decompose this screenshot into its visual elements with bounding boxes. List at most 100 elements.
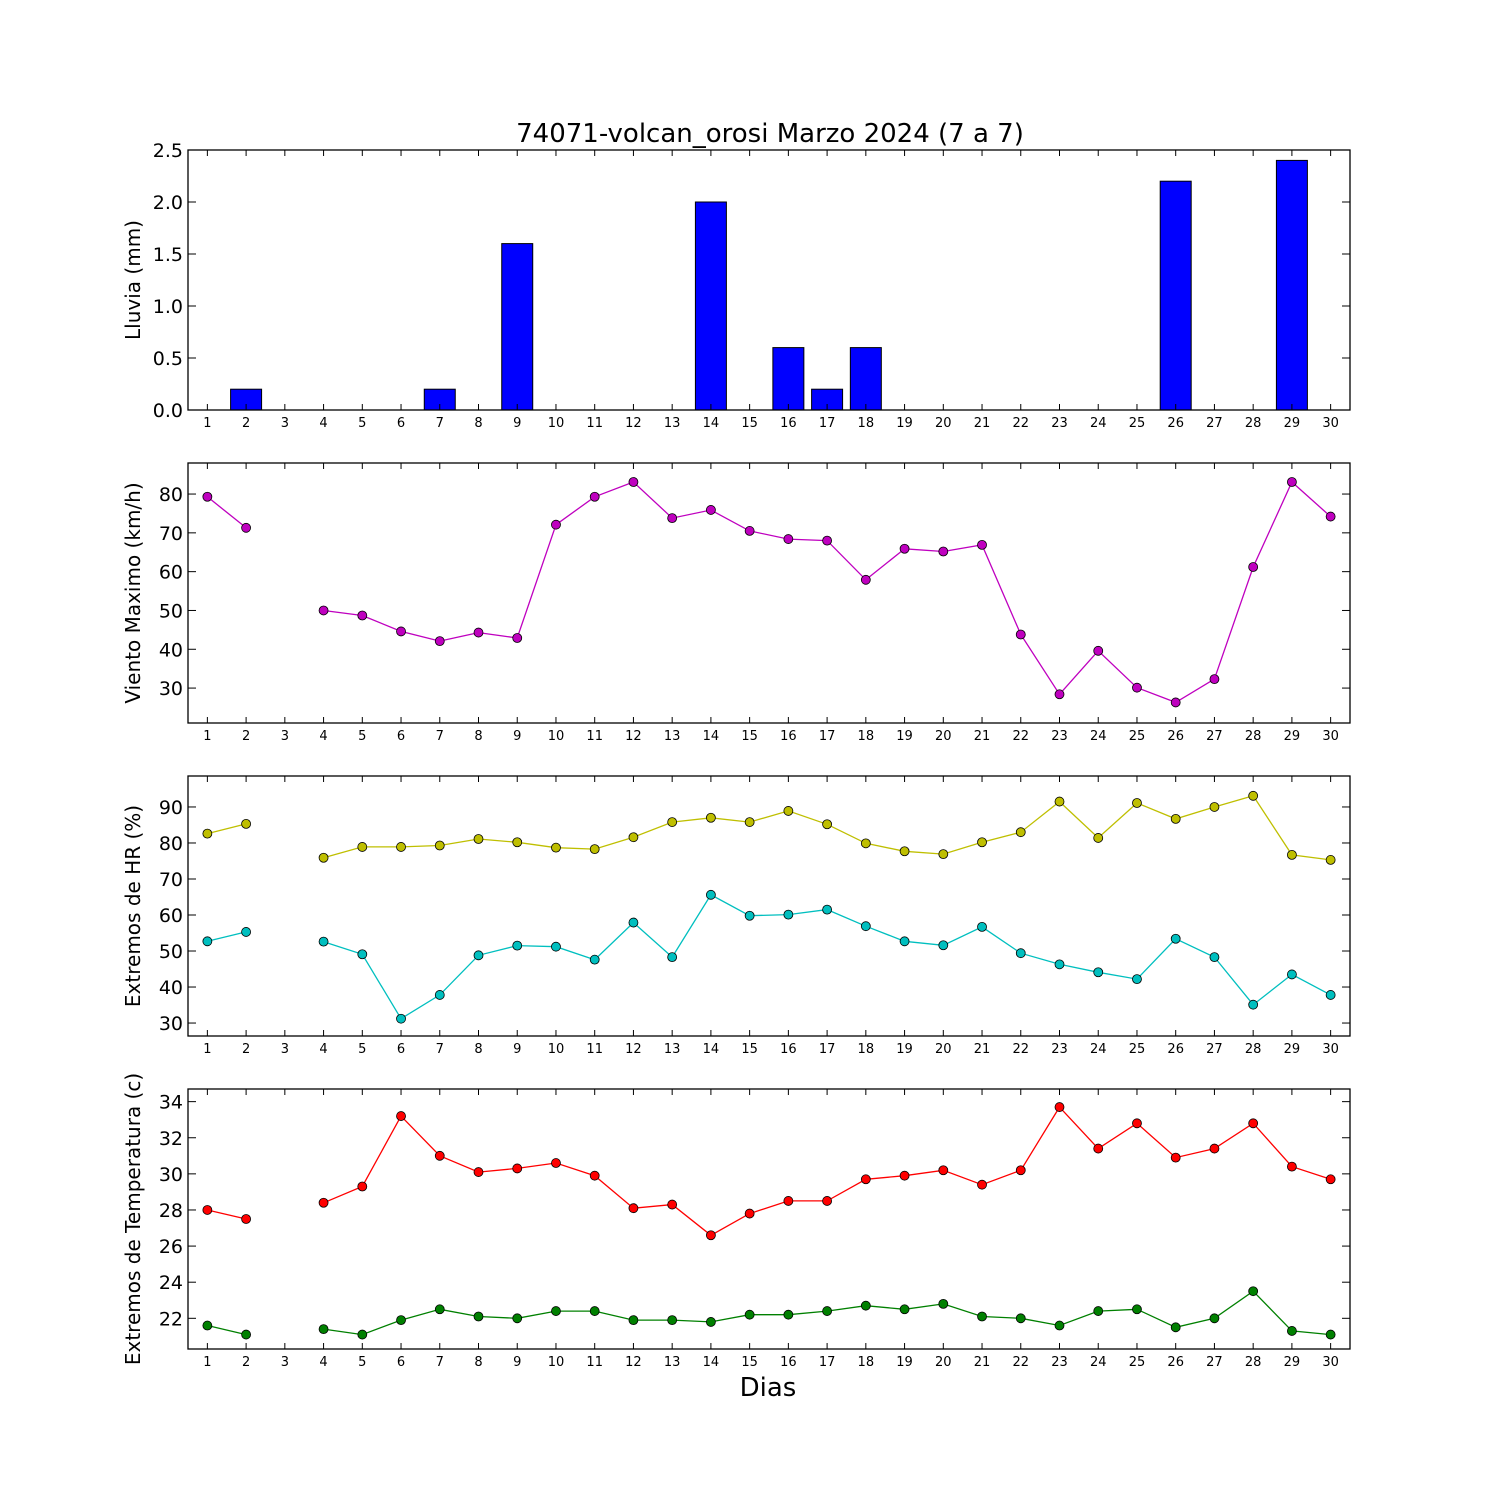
hr-max-point-day-2 (241, 818, 252, 829)
temperature-x-tick-label: 5 (358, 1355, 366, 1370)
temperature-x-tick-label: 14 (703, 1355, 720, 1370)
rain-x-tick-label: 29 (1284, 416, 1301, 431)
hr-max-point-day-14 (706, 812, 716, 823)
wind-x-tick-label: 21 (974, 729, 991, 744)
humidity-x-tick-label: 13 (664, 1042, 681, 1057)
rain-x-tick-label: 17 (819, 416, 836, 431)
hr-max-point-day-26 (1170, 813, 1181, 824)
humidity-y-tick-label: 70 (159, 869, 183, 891)
t-max-point-day-5 (357, 1181, 368, 1192)
rain-x-tick-label: 20 (935, 416, 952, 431)
temperature-x-tick-label: 9 (513, 1355, 521, 1370)
humidity-ticks: 1 2 3 4 5 6 7 8 9 10 11 12 13 14 15 16 17 18 19 20 21 22 23 24 2… (159, 776, 1350, 1057)
humidity-x-tick-label: 21 (974, 1042, 991, 1057)
t-max-point-day-10 (551, 1158, 561, 1168)
wind-y-axis-label: Viento Maximo (km/h) (121, 482, 145, 703)
humidity-x-tick-label: 3 (281, 1042, 289, 1057)
wind-x-tick-label: 11 (586, 729, 603, 744)
wind-panel: 1 2 3 4 5 6 7 8 9 10 11 12 13 14 15 16 17 18 19 20 21 22 23 24 2… (121, 462, 1351, 744)
t-max-line (207, 1209, 247, 1220)
hr-max-point-day-22 (1015, 827, 1026, 838)
t-min-point-day-22 (1015, 1313, 1026, 1324)
temperature-x-tick-label: 15 (741, 1355, 758, 1370)
wind-point-day-9 (512, 633, 523, 643)
hr-max-point-day-28 (1248, 790, 1259, 801)
rain-x-tick-label: 14 (703, 416, 720, 431)
humidity-x-tick-label: 29 (1284, 1042, 1301, 1057)
hr-min-point-day-30 (1325, 990, 1336, 1000)
temperature-x-tick-label: 13 (664, 1355, 681, 1370)
t-min-point-day-17 (822, 1306, 832, 1316)
temperature-x-tick-label: 22 (1012, 1355, 1029, 1370)
hr-min-point-day-26 (1170, 933, 1181, 944)
hr-max-point-day-5 (357, 842, 368, 852)
temperature-y-tick-label: 28 (159, 1200, 183, 1222)
t-min-point-day-18 (860, 1300, 871, 1311)
t-min-line (207, 1324, 247, 1336)
humidity-x-tick-label: 6 (397, 1042, 405, 1057)
chart-title: 74071-volcan_orosi Marzo 2024 (7 a 7) (516, 119, 1024, 149)
humidity-y-tick-label: 90 (159, 797, 183, 819)
t-min-point-day-27 (1209, 1313, 1220, 1324)
hr-max-point-day-8 (473, 834, 484, 844)
t-min-point-day-28 (1248, 1286, 1259, 1297)
wind-point-day-22 (1015, 629, 1026, 640)
temperature-panel: 1 2 3 4 5 6 7 8 9 10 11 12 13 14 15 16 17 18 19 20 21 22 23 24 2… (121, 1073, 1351, 1370)
temperature-x-tick-label: 4 (319, 1355, 327, 1370)
wind-x-tick-label: 29 (1284, 729, 1301, 744)
humidity-x-tick-label: 11 (586, 1042, 603, 1057)
rain-bars (230, 159, 1308, 411)
rain-x-tick-label: 5 (358, 416, 366, 431)
humidity-x-tick-label: 4 (319, 1042, 327, 1057)
hr-max-point-day-9 (512, 837, 523, 848)
rain-x-tick-label: 6 (397, 416, 405, 431)
rain-x-tick-label: 23 (1051, 416, 1068, 431)
hr-min-point-day-29 (1287, 969, 1297, 980)
rain-bar-day-18 (849, 347, 882, 411)
humidity-x-tick-label: 14 (703, 1042, 720, 1057)
t-min-point-day-11 (589, 1306, 600, 1316)
wind-plot-frame (187, 462, 1351, 724)
t-min-point-day-25 (1132, 1304, 1142, 1315)
t-max-point-day-2 (241, 1214, 252, 1224)
rain-x-tick-label: 12 (625, 416, 642, 431)
hr-max-point-day-13 (667, 817, 678, 827)
temperature-y-tick-label: 24 (159, 1272, 183, 1294)
rain-x-tick-label: 21 (974, 416, 991, 431)
hr-min-point-day-9 (512, 940, 523, 951)
hr-max-point-day-24 (1093, 833, 1104, 843)
humidity-x-tick-label: 17 (819, 1042, 836, 1057)
wind-x-tick-label: 18 (858, 729, 875, 744)
hr-min-point-day-1 (202, 936, 213, 947)
t-max-point-day-22 (1015, 1165, 1026, 1176)
hr-min-point-day-11 (589, 954, 600, 965)
wind-point-day-26 (1170, 697, 1181, 708)
hr-min-point-day-12 (628, 917, 639, 928)
humidity-x-tick-label: 7 (436, 1042, 444, 1057)
wind-y-tick-label: 70 (159, 523, 183, 545)
temperature-x-tick-label: 23 (1051, 1355, 1068, 1370)
rain-x-tick-label: 3 (281, 416, 289, 431)
wind-point-day-4 (318, 605, 329, 616)
humidity-x-tick-label: 22 (1012, 1042, 1029, 1057)
humidity-x-tick-label: 5 (358, 1042, 366, 1057)
rain-x-tick-label: 4 (319, 416, 327, 431)
rain-x-tick-label: 25 (1129, 416, 1146, 431)
wind-x-tick-label: 4 (319, 729, 327, 744)
hr-max-point-day-25 (1132, 798, 1142, 808)
rain-bar-day-26 (1159, 180, 1192, 411)
rain-panel: 1 2 3 4 5 6 7 8 9 10 11 12 13 14 15 16 17 18 19 20 21 22 23 24 2… (121, 140, 1351, 431)
t-max-point-day-26 (1170, 1152, 1181, 1163)
temperature-x-tick-label: 27 (1206, 1355, 1223, 1370)
wind-x-tick-label: 17 (819, 729, 836, 744)
t-max-point-day-11 (589, 1170, 600, 1181)
t-min-point-day-12 (628, 1315, 639, 1326)
hr-min-point-day-5 (357, 949, 368, 960)
t-max-point-day-20 (938, 1165, 949, 1176)
t-min-point-day-13 (667, 1315, 678, 1326)
humidity-x-tick-label: 25 (1129, 1042, 1146, 1057)
wind-y-tick-label: 60 (159, 562, 183, 584)
wind-point-day-18 (860, 574, 871, 585)
hr-min-point-day-18 (860, 921, 871, 932)
temperature-x-tick-label: 1 (203, 1355, 211, 1370)
